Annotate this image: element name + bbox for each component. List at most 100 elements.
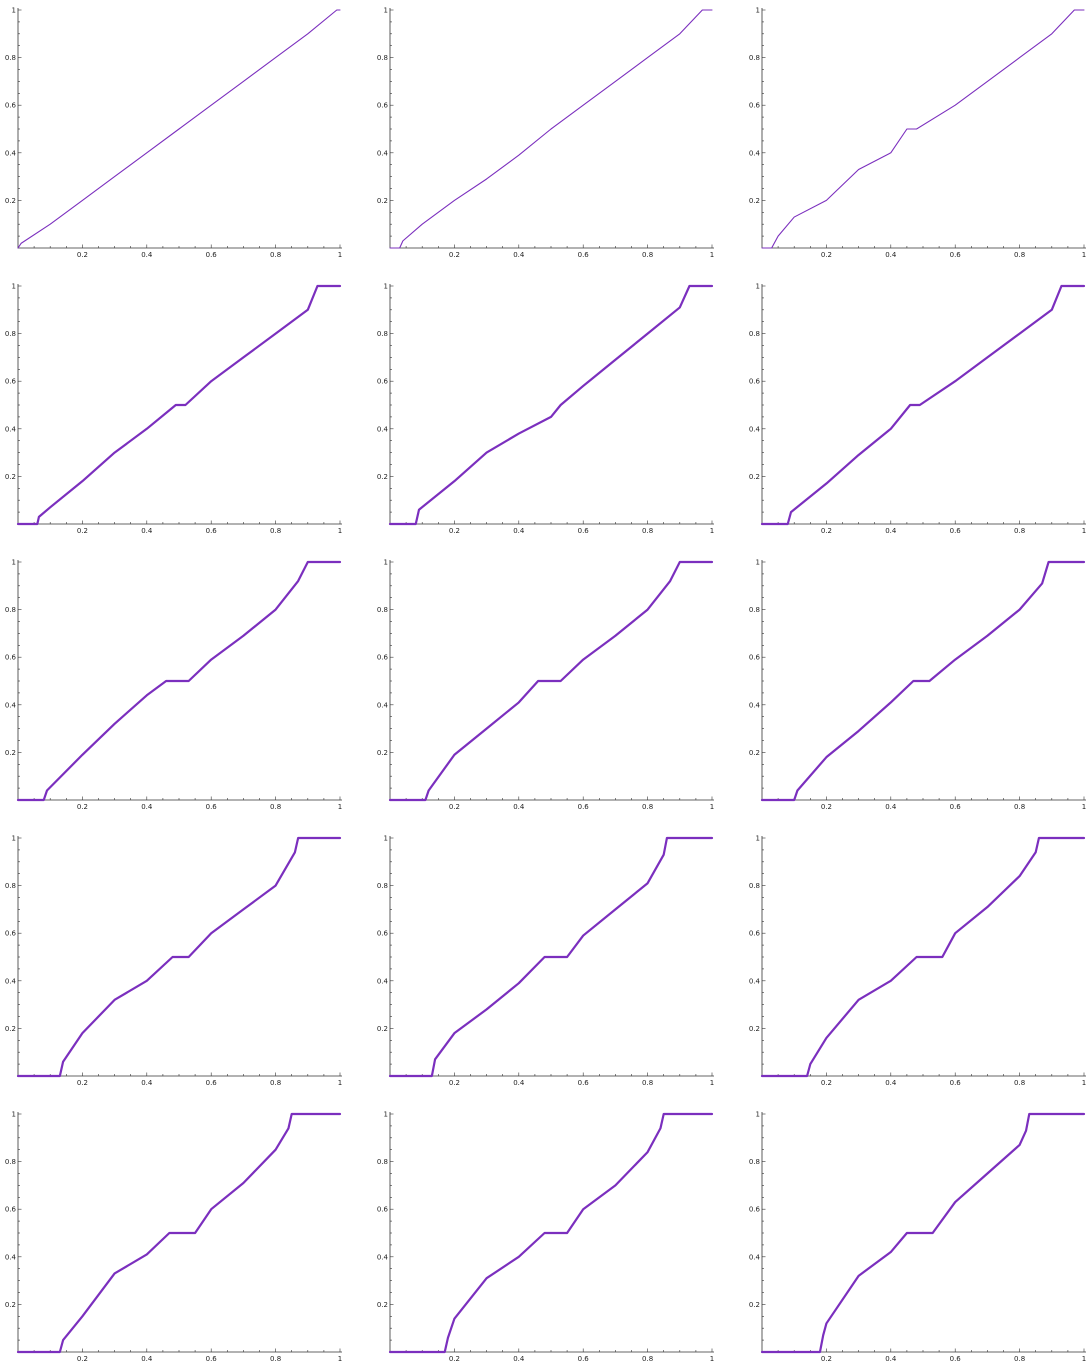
y-tick-label: 0.8: [749, 330, 760, 338]
y-tick-label: 0.2: [749, 749, 760, 757]
x-tick-label: 0.4: [885, 251, 897, 259]
y-tick-label: 0.2: [5, 197, 16, 205]
y-tick-label: 1: [384, 835, 388, 843]
y-tick-label: 1: [384, 283, 388, 291]
y-tick-label: 0.2: [5, 749, 16, 757]
chart-svg: 0.2 0.4 0.6 0.8 1 0.2 0.4 0.6 0.8 1: [377, 835, 714, 1088]
x-tick-label: 0.8: [642, 1079, 653, 1087]
x-tick-label: 0.4: [513, 1079, 525, 1087]
y-tick-label: 1: [756, 835, 760, 843]
chart-panel: 0.2 0.4 0.6 0.8 1 0.2 0.4 0.6 0.8 1: [376, 280, 736, 542]
chart-panel: 0.2 0.4 0.6 0.8 1 0.2 0.4 0.6 0.8 1: [748, 280, 1088, 542]
series-line: [388, 836, 714, 1078]
y-tick-label: 1: [756, 1111, 760, 1119]
y-tick-label: 1: [12, 835, 16, 843]
x-tick-label: 0.6: [578, 527, 590, 535]
x-tick-label: 0.8: [1014, 1079, 1025, 1087]
y-tick-label: 0.8: [5, 882, 16, 890]
y-tick-label: 0.2: [749, 473, 760, 481]
y-tick-label: 1: [384, 1111, 388, 1119]
x-tick-label: 0.8: [270, 803, 281, 811]
y-tick-label: 0.4: [5, 1253, 17, 1261]
x-tick-label: 1: [338, 803, 342, 811]
x-tick-label: 0.2: [449, 1079, 460, 1087]
x-tick-label: 0.8: [642, 1355, 653, 1363]
y-tick-label: 0.2: [5, 473, 16, 481]
chart-panel: 0.2 0.4 0.6 0.8 1 0.2 0.4 0.6 0.8 1: [4, 280, 364, 542]
chart-panel: 0.2 0.4 0.6 0.8 1 0.2 0.4 0.6 0.8 1: [748, 832, 1088, 1094]
y-tick-label: 1: [12, 283, 16, 291]
x-tick-label: 0.2: [821, 527, 832, 535]
series-line: [16, 284, 342, 526]
y-tick-label: 0.2: [749, 1301, 760, 1309]
x-tick-label: 0.2: [77, 251, 88, 259]
x-tick-label: 0.8: [642, 527, 653, 535]
y-tick-label: 0.6: [749, 1206, 761, 1214]
series-line: [761, 9, 1085, 249]
x-tick-label: 0.4: [885, 803, 897, 811]
x-tick-label: 0.4: [141, 803, 153, 811]
y-tick-label: 0.6: [5, 378, 17, 386]
x-tick-label: 0.8: [1014, 251, 1025, 259]
chart-svg: 0.2 0.4 0.6 0.8 1 0.2 0.4 0.6 0.8 1: [377, 283, 714, 536]
series-line: [760, 836, 1086, 1078]
y-tick-label: 0.8: [377, 330, 388, 338]
x-tick-label: 0.2: [77, 1079, 88, 1087]
x-tick-label: 0.8: [1014, 1355, 1025, 1363]
x-tick-label: 0.2: [77, 803, 88, 811]
y-tick-label: 1: [12, 1111, 16, 1119]
x-tick-label: 0.8: [642, 803, 653, 811]
x-tick-label: 0.6: [206, 527, 218, 535]
x-tick-label: 0.2: [449, 527, 460, 535]
x-tick-label: 0.4: [885, 1355, 897, 1363]
y-tick-label: 1: [756, 559, 760, 567]
x-tick-label: 0.2: [821, 1355, 832, 1363]
x-tick-label: 1: [710, 1079, 714, 1087]
x-tick-label: 0.6: [950, 251, 962, 259]
y-tick-label: 0.6: [377, 1206, 389, 1214]
x-tick-label: 0.8: [270, 1079, 281, 1087]
series-line: [16, 560, 342, 802]
chart-svg: 0.2 0.4 0.6 0.8 1 0.2 0.4 0.6 0.8 1: [5, 7, 342, 260]
x-tick-label: 0.4: [513, 1355, 525, 1363]
y-tick-label: 1: [756, 283, 760, 291]
x-tick-label: 0.8: [270, 527, 281, 535]
x-tick-label: 0.6: [206, 1355, 218, 1363]
y-tick-label: 0.2: [749, 1025, 760, 1033]
x-tick-label: 0.6: [578, 1355, 590, 1363]
series-line: [389, 9, 713, 249]
y-tick-label: 0.8: [5, 330, 16, 338]
x-tick-label: 0.6: [578, 803, 590, 811]
x-tick-label: 0.4: [513, 251, 525, 259]
x-tick-label: 1: [1082, 251, 1086, 259]
chart-svg: 0.2 0.4 0.6 0.8 1 0.2 0.4 0.6 0.8 1: [749, 283, 1086, 536]
x-tick-label: 1: [1082, 803, 1086, 811]
y-tick-label: 0.6: [5, 654, 17, 662]
x-tick-label: 0.8: [1014, 803, 1025, 811]
series-line: [760, 284, 1086, 526]
x-tick-label: 1: [710, 1355, 714, 1363]
chart-panel: 0.2 0.4 0.6 0.8 1 0.2 0.4 0.6 0.8 1: [4, 1108, 364, 1370]
chart-svg: 0.2 0.4 0.6 0.8 1 0.2 0.4 0.6 0.8 1: [5, 283, 342, 536]
x-tick-label: 0.4: [141, 1079, 153, 1087]
series-line: [388, 1112, 714, 1354]
y-tick-label: 0.4: [377, 425, 389, 433]
chart-panel: 0.2 0.4 0.6 0.8 1 0.2 0.4 0.6 0.8 1: [748, 4, 1088, 266]
y-tick-label: 0.2: [749, 197, 760, 205]
x-tick-label: 0.2: [821, 1079, 832, 1087]
y-tick-label: 1: [12, 559, 16, 567]
y-tick-label: 0.6: [749, 378, 761, 386]
x-tick-label: 0.6: [206, 1079, 218, 1087]
x-tick-label: 0.6: [950, 1355, 962, 1363]
series-line: [388, 560, 714, 802]
y-tick-label: 0.6: [377, 930, 389, 938]
y-tick-label: 0.8: [749, 54, 760, 62]
y-tick-label: 1: [384, 559, 388, 567]
y-tick-label: 0.2: [377, 1301, 388, 1309]
y-tick-label: 0.2: [5, 1025, 16, 1033]
x-tick-label: 0.6: [950, 1079, 962, 1087]
x-tick-label: 0.6: [206, 251, 218, 259]
y-tick-label: 1: [12, 7, 16, 15]
y-tick-label: 1: [384, 7, 388, 15]
x-tick-label: 0.2: [449, 1355, 460, 1363]
